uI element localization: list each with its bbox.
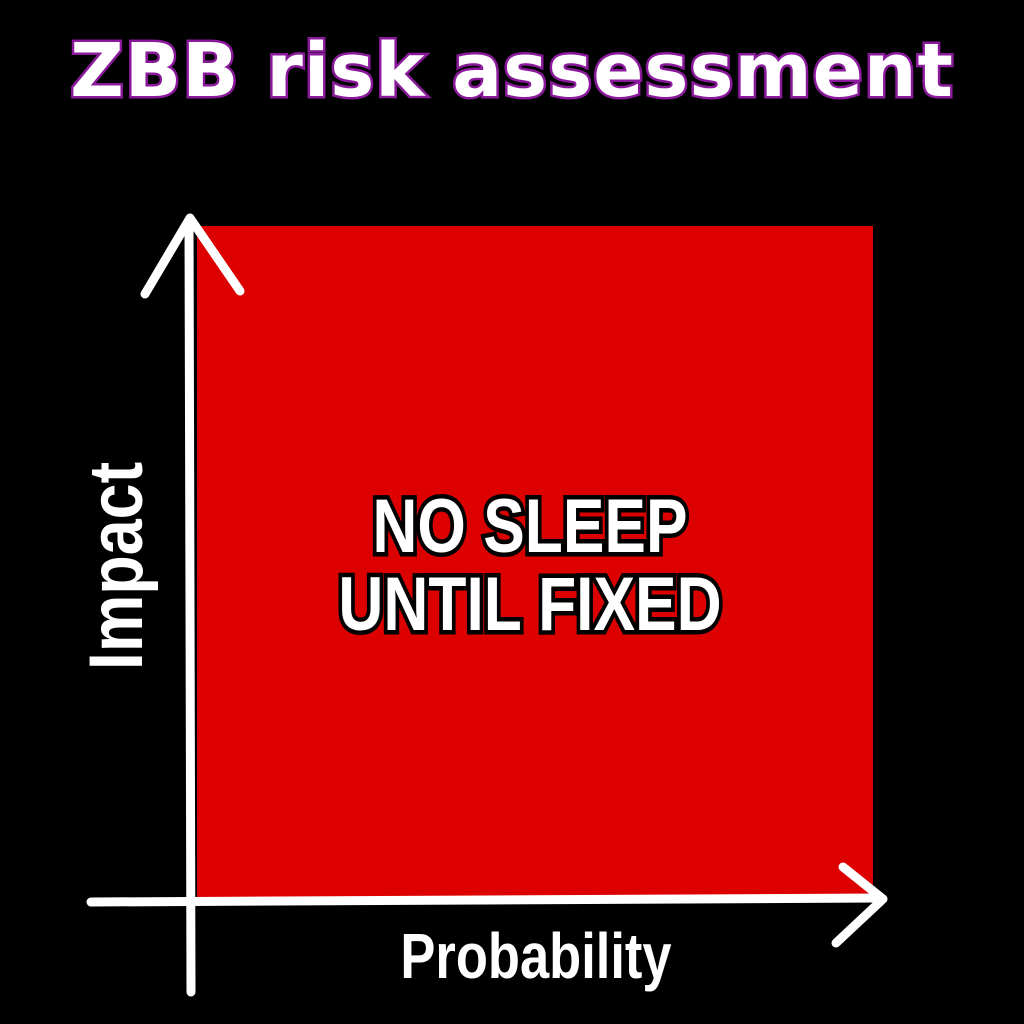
y-axis-arrowhead-icon: [140, 213, 245, 299]
risk-zone-label-line: UNTIL FIXED: [335, 561, 726, 648]
x-axis-arrowhead-icon: [831, 862, 888, 948]
risk-zone-label-line: NO SLEEP: [369, 483, 692, 570]
y-axis-label: Impact: [74, 461, 159, 671]
risk-zone: [197, 226, 873, 899]
x-axis-line: [86, 893, 885, 907]
page-title: ZBB risk assessment: [68, 26, 956, 117]
x-axis-label: Probability: [400, 920, 672, 992]
risk-zone-label: NO SLEEP UNTIL FIXED: [300, 483, 759, 648]
y-axis-line: [184, 217, 196, 997]
